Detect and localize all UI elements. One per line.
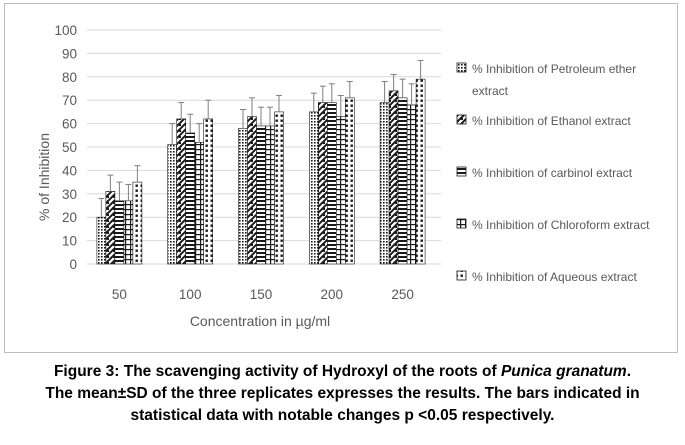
y-tick-labels: 0 10 20 30 40 50 60 70 80 90 100: [54, 23, 77, 272]
error-bar: [205, 99, 212, 119]
error-bar: [399, 78, 406, 98]
bar: [326, 102, 337, 265]
bar: [335, 116, 346, 265]
caption-line-3: statistical data with notable changes p …: [130, 407, 555, 424]
x-tick-label: 250: [391, 287, 414, 302]
bar: [379, 102, 390, 265]
error-bar: [107, 174, 114, 192]
bar-chart: 0 10 20 30 40 50 60 70 80 90 100 50 100 150 200 250 % …: [36, 23, 650, 329]
error-bar: [310, 92, 317, 112]
x-axis-label: Concentration in µg/ml: [190, 313, 330, 329]
x-tick-label: 150: [250, 287, 273, 302]
error-bar: [240, 109, 246, 129]
bar: [105, 191, 116, 265]
legend-swatch: [456, 62, 467, 73]
bar: [194, 142, 204, 265]
y-tick-label: 50: [62, 140, 77, 155]
legend-label: % Inhibition of Chloroform extract: [472, 218, 650, 232]
legend-item: % Inhibition of Petroleum ether extract: [456, 62, 636, 98]
y-axis-label: % of Inhibition: [36, 133, 52, 221]
error-bar: [258, 106, 264, 126]
error-bar: [390, 73, 397, 91]
bar: [203, 118, 213, 265]
error-bar: [417, 59, 424, 80]
x-tick-label: 100: [179, 287, 202, 302]
bar: [247, 116, 257, 265]
bar: [132, 181, 143, 265]
bar: [388, 90, 399, 265]
legend-item: % Inhibition of Chloroform extract: [456, 218, 650, 232]
error-bar: [178, 102, 185, 119]
bar: [96, 216, 107, 265]
error-bars: [98, 59, 424, 218]
error-bar: [276, 95, 282, 112]
y-tick-label: 20: [62, 210, 77, 225]
caption-line-1: Figure 3: The scavenging activity of Hyd…: [0, 361, 685, 383]
error-bar: [98, 197, 105, 218]
error-bar: [134, 165, 141, 183]
bar: [238, 127, 248, 265]
y-tick-label: 10: [62, 234, 77, 249]
x-tick-label: 50: [112, 287, 127, 302]
bar: [265, 125, 275, 265]
error-bar: [337, 95, 344, 117]
legend: % Inhibition of Petroleum ether extract % …: [456, 62, 650, 284]
legend-item: % Inhibition of Aqueous extract: [456, 270, 637, 284]
bar: [176, 118, 186, 265]
error-bar: [408, 83, 415, 105]
error-bar: [328, 83, 335, 103]
bar: [114, 200, 125, 265]
bar: [256, 125, 266, 265]
bars: [96, 78, 426, 265]
legend-label: % Inhibition of Petroleum ether extract: [472, 62, 636, 98]
error-bar: [346, 80, 353, 98]
error-bar: [267, 106, 273, 126]
x-tick-labels: 50 100 150 200 250: [112, 287, 414, 302]
error-bar: [249, 97, 255, 117]
legend-label: % Inhibition of Ethanol extract: [472, 114, 631, 128]
bar: [344, 97, 355, 265]
legend-label: % Inhibition of Aqueous extract: [472, 270, 637, 284]
y-tick-label: 80: [62, 70, 77, 85]
bar: [123, 200, 134, 265]
error-bar: [381, 80, 388, 103]
caption-line-2: The mean±SD of the three replicates expr…: [45, 385, 640, 402]
bar: [274, 111, 284, 265]
bar: [185, 132, 195, 265]
y-tick-label: 90: [62, 46, 77, 61]
y-tick-label: 60: [62, 117, 77, 132]
y-tick-label: 70: [62, 93, 77, 108]
legend-label: % Inhibition of carbinol extract: [472, 166, 633, 180]
x-tick-label: 200: [321, 287, 344, 302]
figure-frame: 0 10 20 30 40 50 60 70 80 90 100 50 100 150 200 250 % …: [4, 3, 678, 353]
legend-swatch: [456, 114, 467, 125]
bar: [308, 111, 319, 265]
error-bar: [169, 123, 176, 145]
y-tick-label: 40: [62, 163, 77, 178]
figure-caption: Figure 3: The scavenging activity of Hyd…: [0, 361, 685, 427]
bar: [317, 102, 328, 265]
legend-swatch: [456, 166, 467, 177]
bar: [415, 78, 426, 265]
legend-swatch: [456, 218, 467, 229]
bar: [406, 104, 417, 265]
caption-species-name: Punica granatum: [500, 363, 627, 380]
y-tick-label: 0: [69, 257, 77, 272]
y-tick-label: 100: [54, 23, 77, 38]
caption-line-1-end: .: [626, 363, 632, 380]
legend-item: % Inhibition of Ethanol extract: [456, 114, 631, 128]
legend-item: % Inhibition of carbinol extract: [456, 166, 633, 180]
error-bar: [187, 113, 194, 133]
error-bar: [319, 85, 326, 103]
error-bar: [125, 183, 132, 201]
error-bar: [196, 123, 203, 143]
legend-swatch: [456, 270, 467, 281]
bar: [167, 144, 177, 265]
bar: [397, 97, 408, 265]
caption-line-1-text: Figure 3: The scavenging activity of Hyd…: [53, 363, 501, 380]
y-tick-label: 30: [62, 187, 77, 202]
error-bar: [116, 181, 123, 201]
